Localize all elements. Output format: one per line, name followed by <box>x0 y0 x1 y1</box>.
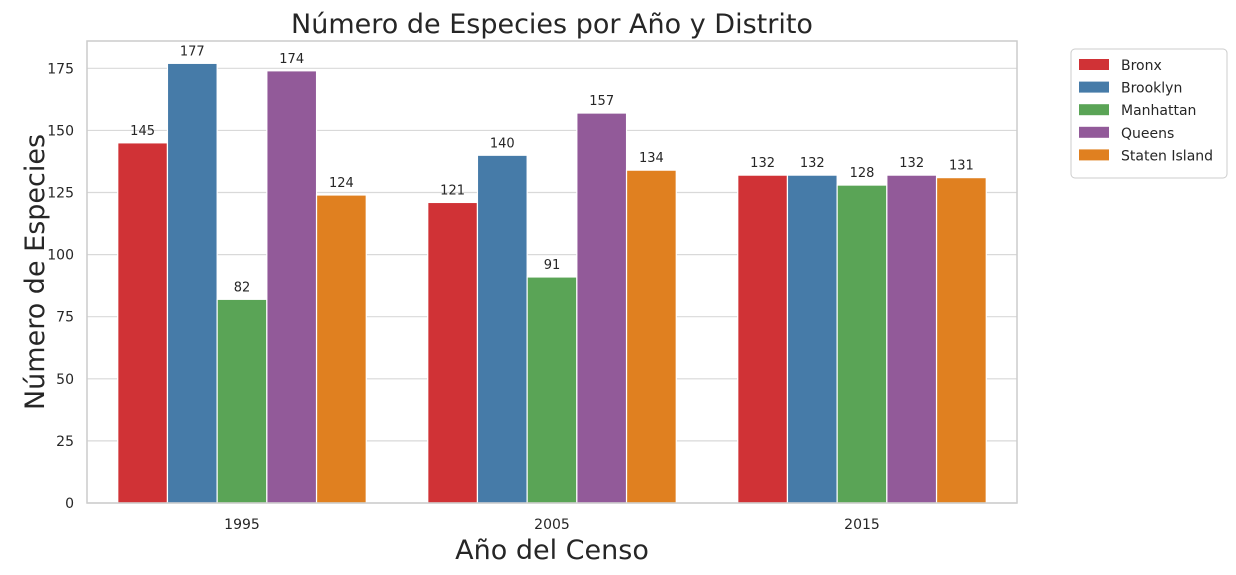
legend-box <box>1070 48 1228 179</box>
x-tick-label: 1995 <box>224 517 260 533</box>
data-label: 128 <box>850 166 875 181</box>
legend-label: Brooklyn <box>1121 81 1182 97</box>
legend-swatch <box>1079 104 1109 116</box>
legend-swatch <box>1079 126 1109 138</box>
data-label: 145 <box>130 124 155 139</box>
y-tick-label: 150 <box>47 123 74 139</box>
bar <box>266 70 318 504</box>
bar <box>427 201 479 504</box>
legend-label: Bronx <box>1121 58 1162 74</box>
y-tick-label: 50 <box>56 372 74 388</box>
data-label: 131 <box>949 159 974 174</box>
data-label: 132 <box>750 156 775 171</box>
plot-border <box>86 40 1018 504</box>
legend-swatch <box>1079 81 1109 93</box>
bar <box>625 169 677 504</box>
bar <box>886 174 938 504</box>
bar <box>576 112 628 504</box>
legend-label: Queens <box>1121 126 1174 142</box>
y-tick-label: 175 <box>47 61 74 77</box>
data-label: 132 <box>899 156 924 171</box>
y-tick-label: 125 <box>47 186 74 202</box>
data-label: 140 <box>490 136 515 151</box>
data-label: 177 <box>180 44 205 59</box>
bar <box>476 154 528 504</box>
data-label: 121 <box>440 183 465 198</box>
bar <box>117 142 169 504</box>
legend-label: Manhattan <box>1121 103 1196 119</box>
bar <box>935 177 987 504</box>
bar <box>315 194 367 504</box>
x-axis-label: Año del Censo <box>455 535 649 566</box>
data-label: 174 <box>279 52 304 67</box>
bar <box>216 298 268 504</box>
data-label: 124 <box>329 176 354 191</box>
bar <box>737 174 789 504</box>
chart-title: Número de Especies por Año y Distrito <box>291 9 813 40</box>
y-tick-label: 100 <box>47 248 74 264</box>
bar <box>836 184 888 504</box>
y-tick-label: 75 <box>56 310 74 326</box>
y-tick-label: 25 <box>56 434 74 450</box>
x-tick-label: 2005 <box>534 517 570 533</box>
data-label: 157 <box>589 94 614 109</box>
data-label: 134 <box>639 151 664 166</box>
data-label: 91 <box>544 258 561 273</box>
x-tick-label: 2015 <box>844 517 880 533</box>
data-label: 132 <box>800 156 825 171</box>
legend: Bronx Brooklyn Manhattan Queens Staten Islan… <box>1070 48 1228 179</box>
legend-swatch <box>1079 149 1109 161</box>
legend-swatch <box>1079 59 1109 70</box>
y-axis-label: Número de Especies <box>20 134 51 410</box>
y-tick-label: 0 <box>65 496 74 512</box>
bar <box>166 62 218 504</box>
legend-label: Staten Island <box>1121 148 1213 164</box>
plot-area: 0 25 50 75 100 125 150 175 145 177 82 174 124 1995 121… <box>47 40 1018 533</box>
bar <box>786 174 838 504</box>
bar <box>526 276 578 504</box>
data-label: 82 <box>234 280 251 295</box>
